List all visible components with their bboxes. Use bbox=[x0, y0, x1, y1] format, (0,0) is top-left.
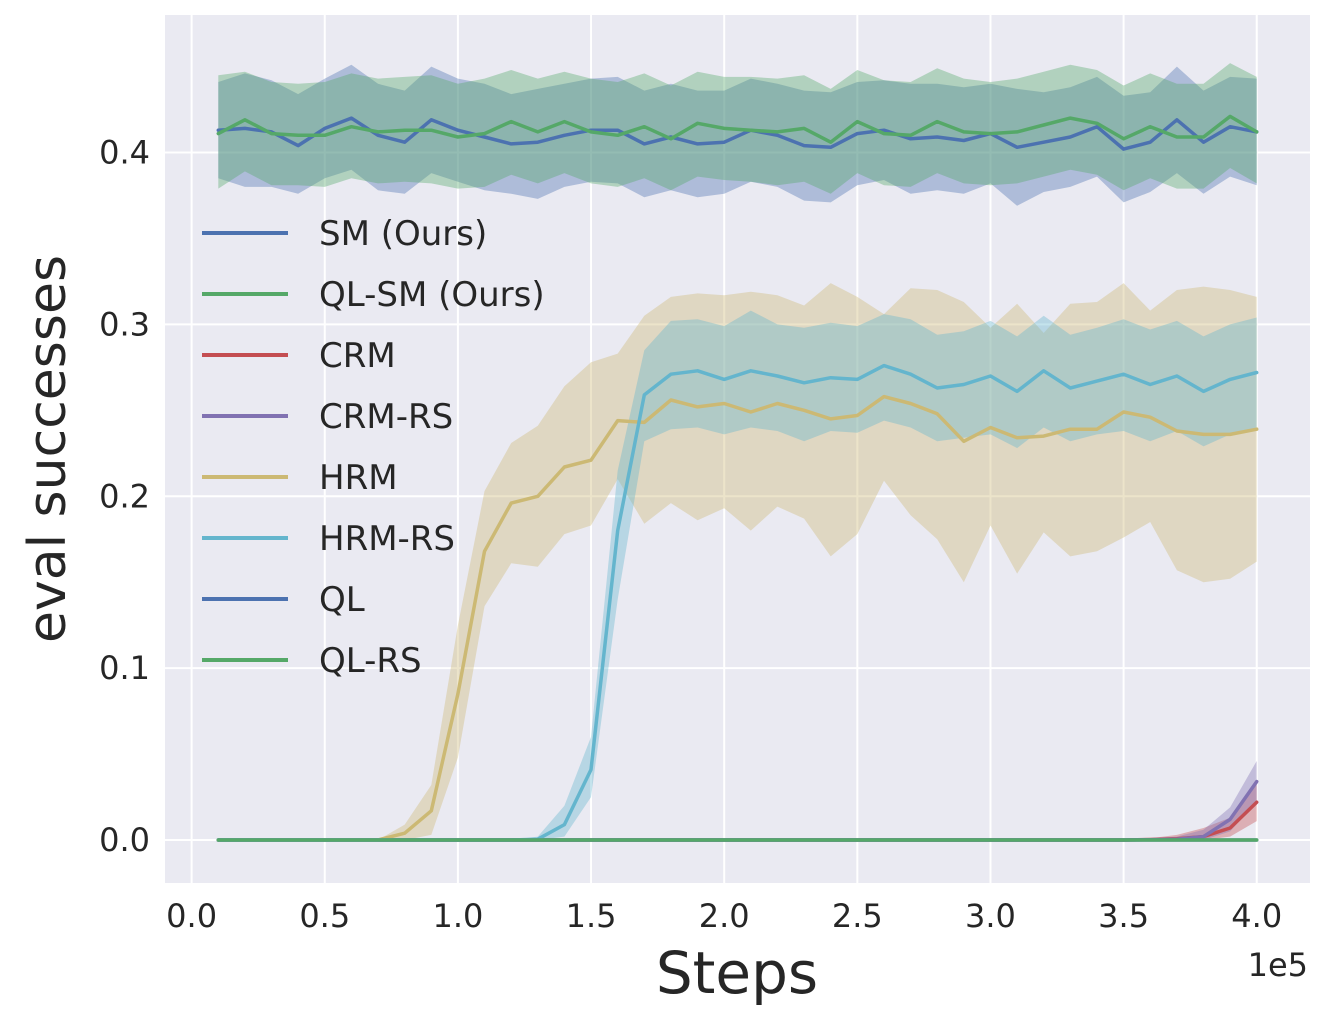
series-line-ql-sm-ours bbox=[216, 114, 1259, 144]
y-tick-labels: 0.0 0.1 0.2 0.3 0.4 bbox=[99, 134, 150, 860]
band-hrm-rs bbox=[218, 310, 1257, 841]
series-line-sm-ours bbox=[216, 116, 1259, 151]
y-tick-label: 0.3 bbox=[99, 305, 150, 343]
legend-label-sm-ours: SM (Ours) bbox=[319, 214, 487, 254]
series-lines bbox=[216, 114, 1259, 842]
x-axis-offset-label: 1e5 bbox=[1248, 946, 1308, 984]
x-tick-label: 3.0 bbox=[965, 897, 1016, 935]
x-tick-label: 4.0 bbox=[1231, 897, 1282, 935]
y-tick-label: 0.1 bbox=[99, 649, 150, 687]
legend-label-ql: QL bbox=[319, 580, 365, 620]
x-tick-label: 0.5 bbox=[299, 897, 350, 935]
plot-background bbox=[165, 15, 1310, 883]
y-tick-label: 0.0 bbox=[99, 821, 150, 859]
x-tick-labels: 0.0 0.5 1.0 1.5 2.0 2.5 3.0 3.5 4.0 bbox=[166, 897, 1282, 935]
legend-label-hrm: HRM bbox=[319, 458, 398, 498]
legend: SM (Ours) QL-SM (Ours) CRM CRM-RS HRM HRM-RS Q… bbox=[202, 214, 545, 681]
x-tick-label: 2.0 bbox=[699, 897, 750, 935]
x-tick-label: 1.0 bbox=[432, 897, 483, 935]
x-tick-label: 2.5 bbox=[832, 897, 883, 935]
legend-label-crm: CRM bbox=[319, 336, 396, 376]
y-axis-label: eval successes bbox=[18, 255, 78, 643]
x-tick-label: 0.0 bbox=[166, 897, 217, 935]
series-line-hrm bbox=[216, 394, 1259, 842]
x-tick-label: 1.5 bbox=[566, 897, 617, 935]
legend-label-ql-rs: QL-RS bbox=[319, 641, 422, 681]
legend-label-ql-sm-ours: QL-SM (Ours) bbox=[319, 275, 545, 315]
legend-label-hrm-rs: HRM-RS bbox=[319, 519, 455, 559]
y-tick-label: 0.4 bbox=[99, 134, 150, 172]
x-axis-label: Steps bbox=[656, 939, 818, 1007]
legend-label-crm-rs: CRM-RS bbox=[319, 397, 453, 437]
x-tick-label: 3.5 bbox=[1098, 897, 1149, 935]
band-hrm bbox=[218, 283, 1257, 841]
y-tick-label: 0.2 bbox=[99, 477, 150, 515]
